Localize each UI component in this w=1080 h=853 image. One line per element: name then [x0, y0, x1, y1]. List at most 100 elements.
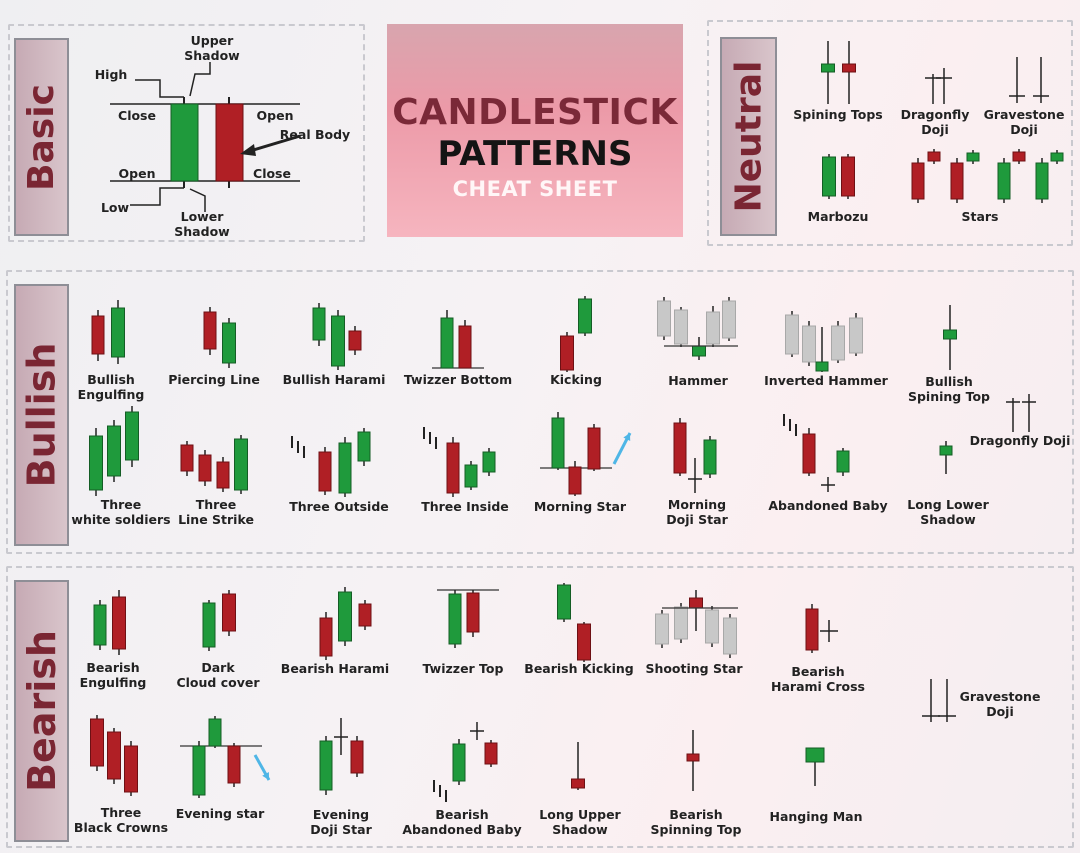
title-line-1: CANDLESTICK	[392, 92, 678, 133]
candle-body	[319, 740, 333, 791]
candle-body	[723, 617, 737, 655]
candle-body	[312, 307, 326, 341]
label-dragonfly-doji-neutral: Dragonfly Doji	[900, 107, 970, 137]
candle-body	[911, 162, 925, 200]
candle-body	[192, 745, 206, 796]
candle-body	[90, 718, 104, 767]
label-bearish-engulfing: Bearish Engulfing	[79, 660, 147, 690]
candle-body	[673, 422, 687, 474]
candle-body	[89, 435, 103, 491]
label-close-left: Close	[118, 108, 156, 123]
label-gravestone-doji-bearish: Gravestone Doji	[959, 689, 1041, 719]
label-low: Low	[100, 200, 130, 215]
label-piercing-line: Piercing Line	[168, 372, 260, 387]
section-label-neutral: Neutral	[720, 37, 777, 236]
candle-body	[805, 608, 819, 651]
candle-body	[571, 778, 585, 789]
candle-body	[208, 718, 222, 747]
label-evening-doji-star: Evening Doji Star	[310, 807, 372, 837]
title-line-2: PATTERNS	[437, 134, 633, 174]
label-kicking: Kicking	[550, 372, 602, 387]
candle-body	[331, 315, 345, 367]
candle-body	[577, 623, 591, 661]
candle-body	[482, 451, 496, 473]
label-open-left: Open	[118, 166, 156, 181]
candle-body	[319, 617, 333, 657]
candle-body	[112, 596, 126, 650]
candle-body	[216, 461, 230, 489]
label-stars: Stars	[961, 209, 999, 224]
label-hammer: Hammer	[668, 373, 728, 388]
neutral-panel	[707, 20, 1073, 246]
basic-panel	[8, 24, 365, 242]
section-label-bullish: Bullish	[14, 284, 69, 546]
candle-body	[227, 745, 241, 784]
label-three-white-soldiers: Three white soldiers	[71, 497, 171, 527]
candle-body	[338, 442, 352, 494]
candle-body	[350, 740, 364, 774]
label-high: High	[94, 67, 128, 82]
candle-body	[836, 450, 850, 473]
candle-body	[655, 613, 669, 645]
candle-body	[997, 162, 1011, 200]
candle-body	[950, 162, 964, 200]
candle-body	[841, 156, 855, 197]
label-three-black-crowns: Three Black Crowns	[73, 805, 169, 835]
candle-body	[222, 593, 236, 632]
label-morning-doji-star: Morning Doji Star	[666, 497, 728, 527]
candle-body	[706, 311, 720, 345]
candle-body	[686, 753, 700, 762]
label-twizzer-top: Twizzer Top	[422, 661, 504, 676]
candle-body	[338, 591, 352, 642]
candle-body	[943, 329, 957, 340]
candle-body	[822, 156, 836, 197]
candle-body	[484, 742, 498, 765]
label-three-outside: Three Outside	[289, 499, 389, 514]
candle-body	[705, 609, 719, 644]
candle-body	[689, 597, 703, 609]
candle-body	[93, 604, 107, 646]
candle-body	[849, 317, 863, 354]
label-bullish-harami: Bullish Harami	[282, 372, 386, 387]
candle-body	[939, 445, 953, 456]
candle-body	[222, 322, 236, 364]
title-banner: CANDLESTICK PATTERNS CHEAT SHEET	[387, 24, 683, 237]
candle-body	[448, 593, 462, 645]
label-bearish-harami-cross: Bearish Harami Cross	[771, 664, 865, 694]
candle-body	[674, 309, 688, 345]
candle-body	[1035, 162, 1049, 200]
label-dark-cloud-cover: Dark Cloud cover	[176, 660, 260, 690]
label-bearish-harami: Bearish Harami	[280, 661, 390, 676]
label-bearish-kicking: Bearish Kicking	[524, 661, 634, 676]
candle-body	[202, 602, 216, 648]
label-evening-star: Evening star	[175, 806, 265, 821]
candle-body	[466, 592, 480, 633]
candle-body	[831, 325, 845, 361]
candle-body	[551, 417, 565, 469]
label-close-right: Close	[253, 166, 291, 181]
candle-body	[1050, 152, 1064, 162]
candle-body	[357, 431, 371, 462]
direction-arrow-head	[623, 433, 631, 441]
title-line-3: CHEAT SHEET	[452, 177, 618, 201]
label-spinning-tops: Spining Tops	[793, 107, 883, 122]
candle-body	[111, 307, 125, 358]
bullish-panel	[6, 270, 1074, 554]
label-three-line-strike: Three Line Strike	[178, 497, 254, 527]
candle-body	[318, 451, 332, 492]
candle-body	[560, 335, 574, 371]
candle-body	[722, 300, 736, 339]
candle-body	[785, 314, 799, 355]
candle-body	[348, 330, 362, 351]
label-open-right: Open	[256, 108, 294, 123]
candle-body	[703, 439, 717, 475]
candle-body	[446, 442, 460, 494]
label-bullish-engulfing: Bullish Engulfing	[77, 372, 145, 402]
candle-body	[203, 311, 217, 350]
candle-body	[927, 151, 941, 162]
candle-body	[842, 63, 856, 73]
candle-body	[1012, 151, 1026, 162]
candle-body	[234, 438, 248, 491]
label-twizzer-bottom: Twizzer Bottom	[403, 372, 513, 387]
candle-body	[358, 603, 372, 627]
